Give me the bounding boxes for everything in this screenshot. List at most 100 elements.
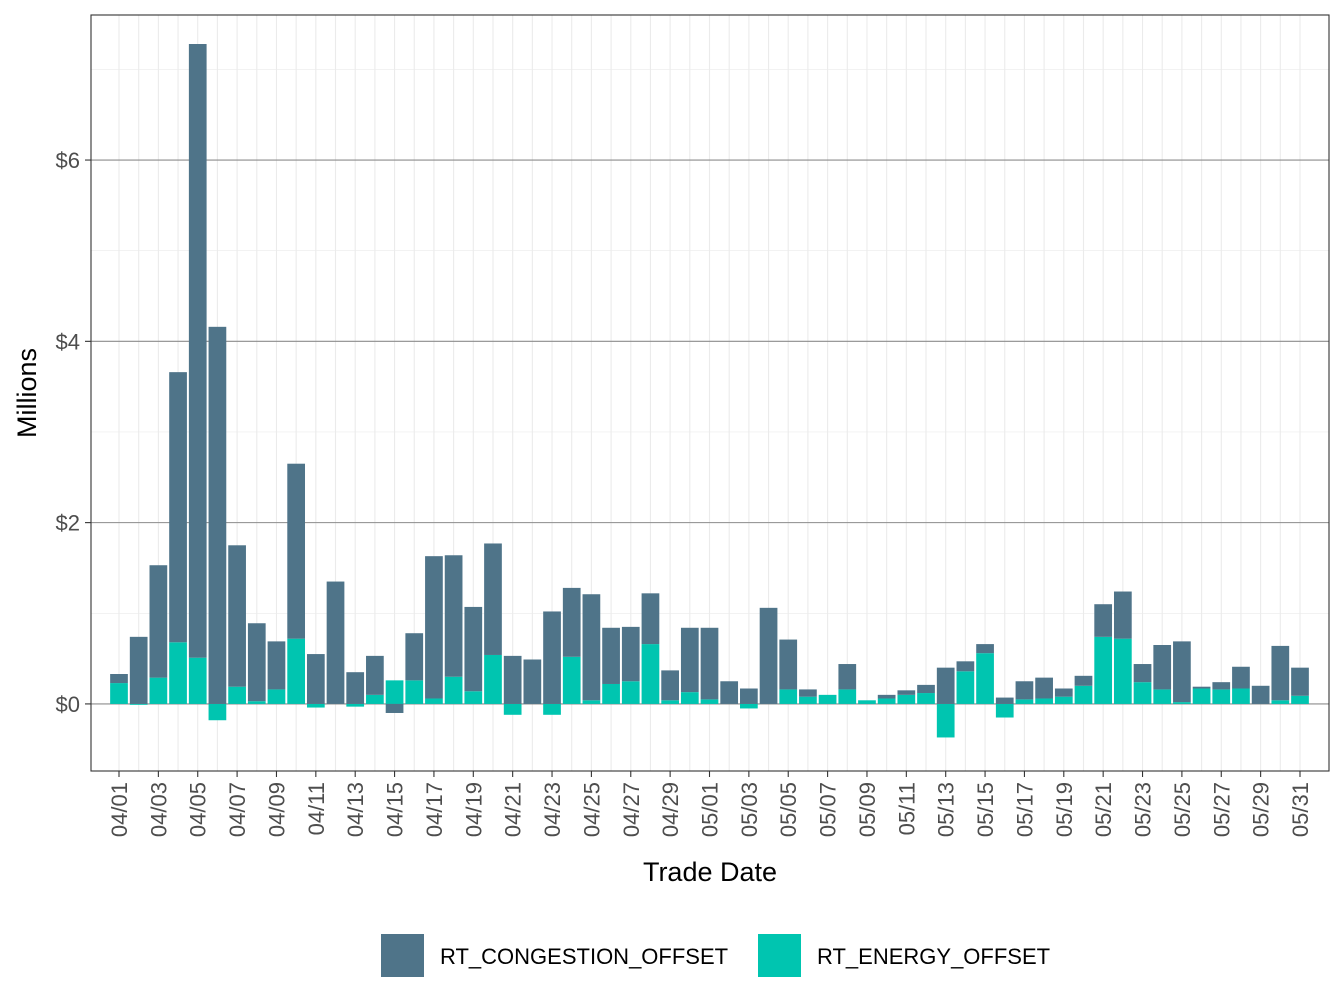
x-tick-label: 05/13 (934, 782, 959, 837)
bar-energy (818, 694, 837, 704)
x-tick-label: 05/23 (1131, 782, 1156, 837)
bar-energy (976, 653, 994, 704)
x-tick-label: 05/21 (1091, 782, 1116, 837)
bar-energy (1153, 689, 1172, 704)
x-tick-label: 04/25 (579, 782, 604, 837)
bar-energy (1094, 636, 1113, 704)
bar-energy (208, 703, 227, 721)
x-tick-label: 05/01 (698, 782, 723, 837)
bar-energy (936, 703, 955, 738)
bar-congestion (425, 556, 443, 699)
x-tick-label: 04/05 (186, 782, 211, 837)
bar-congestion (582, 594, 601, 701)
x-tick-label: 05/03 (737, 782, 762, 837)
x-axis-title: Trade Date (643, 857, 777, 887)
bar-congestion (110, 674, 128, 684)
bar-energy (444, 676, 463, 704)
x-tick-label: 04/21 (501, 782, 526, 837)
bar-congestion (287, 463, 306, 639)
bar-congestion (976, 644, 994, 654)
y-axis: $0 $2 $4 $6 (56, 148, 91, 717)
bar-congestion (188, 44, 207, 658)
bar-energy (1054, 696, 1073, 704)
bar-congestion (1015, 681, 1034, 700)
x-tick-label: 04/07 (225, 782, 250, 837)
bar-congestion (562, 587, 581, 657)
bar-congestion (799, 689, 817, 697)
x-tick-label: 05/15 (973, 782, 998, 837)
y-tick-label: $6 (56, 148, 80, 173)
bar-energy (661, 700, 679, 704)
bar-congestion (1291, 667, 1309, 696)
bar-congestion (917, 684, 935, 694)
x-tick-label: 04/27 (619, 782, 644, 837)
bar-congestion (484, 543, 502, 655)
bar-congestion (602, 627, 620, 684)
bar-congestion (464, 606, 483, 692)
bar-energy (582, 700, 601, 704)
bar-congestion (1212, 682, 1231, 690)
bar-congestion (680, 627, 699, 693)
bar-congestion (1271, 645, 1290, 701)
bar-energy (799, 696, 817, 704)
bar-congestion (228, 545, 246, 687)
bar-congestion (1094, 604, 1113, 637)
bar-energy (188, 657, 207, 704)
bar-energy (897, 694, 916, 704)
bar-congestion (247, 623, 266, 702)
x-tick-label: 04/23 (540, 782, 565, 837)
bar-congestion (740, 688, 758, 704)
bar-congestion (543, 611, 561, 704)
x-tick-label: 05/29 (1249, 782, 1274, 837)
bar-congestion (1153, 645, 1172, 690)
bar-congestion (956, 661, 975, 672)
bar-energy (110, 683, 128, 704)
legend-swatch-energy (758, 934, 801, 977)
bar-energy (306, 703, 325, 708)
y-tick-label: $0 (56, 692, 80, 717)
bar-energy (1015, 699, 1034, 704)
bar-congestion (641, 593, 660, 645)
bar-energy (562, 656, 581, 704)
x-tick-label: 05/07 (816, 782, 841, 837)
bar-energy (1232, 688, 1250, 704)
bar-energy (1133, 682, 1152, 704)
bar-congestion (720, 681, 739, 704)
bar-congestion (1054, 688, 1073, 697)
x-tick-label: 04/03 (146, 782, 171, 837)
bar-congestion (1074, 675, 1093, 686)
bar-congestion (838, 664, 857, 690)
bar-congestion (779, 639, 798, 690)
bar-energy (149, 677, 168, 704)
bar-congestion (267, 641, 286, 690)
bar-congestion (1133, 664, 1152, 683)
bar-congestion (405, 633, 424, 681)
bar-energy (366, 694, 384, 704)
x-tick-label: 04/11 (304, 782, 329, 835)
x-tick-label: 05/05 (776, 782, 801, 837)
bar-congestion (149, 565, 168, 678)
x-axis: 04/01 04/03 04/05 04/07 04/09 04/11 04/13 04/15… (107, 771, 1313, 837)
x-tick-label: 04/15 (383, 782, 408, 837)
bar-energy (267, 689, 286, 704)
bar-energy (641, 644, 660, 704)
bar-energy (405, 680, 424, 704)
bar-energy (464, 691, 483, 704)
x-tick-label: 04/17 (422, 782, 447, 837)
bar-energy (385, 680, 404, 704)
bar-congestion (1113, 591, 1132, 639)
bar-energy (838, 689, 857, 704)
bar-congestion (366, 655, 384, 695)
x-tick-label: 05/11 (894, 782, 919, 835)
x-tick-label: 05/19 (1052, 782, 1077, 837)
bar-congestion (1035, 677, 1053, 699)
bar-congestion (1232, 666, 1250, 689)
bar-energy (1291, 695, 1309, 704)
bar-energy (1271, 700, 1290, 704)
x-tick-label: 05/09 (855, 782, 880, 837)
bar-congestion (326, 581, 345, 704)
x-tick-label: 04/29 (658, 782, 683, 837)
x-tick-label: 04/01 (107, 782, 132, 837)
x-tick-label: 05/25 (1170, 782, 1195, 837)
